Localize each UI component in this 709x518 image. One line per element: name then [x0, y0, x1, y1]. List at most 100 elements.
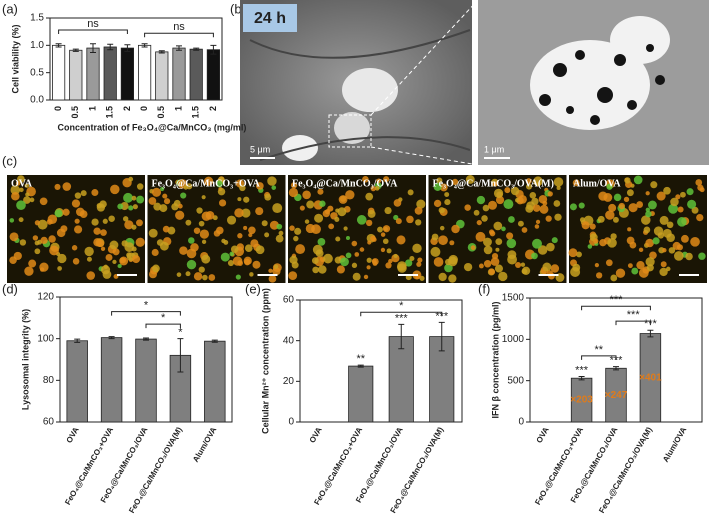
y-tick-label: 60	[283, 295, 295, 306]
bar	[206, 49, 220, 101]
cell	[532, 238, 542, 249]
cell	[521, 227, 528, 233]
cell	[124, 220, 134, 230]
cell	[579, 217, 585, 223]
cell	[687, 199, 697, 209]
cell	[482, 204, 490, 212]
cell	[656, 191, 666, 201]
cell	[28, 259, 37, 268]
cell	[504, 187, 511, 194]
cell	[409, 255, 415, 262]
cell	[407, 189, 414, 196]
cell	[322, 209, 330, 218]
cell	[448, 274, 457, 283]
cell	[475, 231, 486, 242]
cell	[37, 219, 48, 230]
cell	[123, 192, 133, 203]
x-tick-label: OVA	[308, 425, 324, 444]
error-bar	[143, 337, 149, 341]
bar	[66, 340, 88, 423]
cell	[252, 260, 261, 269]
cell	[498, 271, 508, 282]
cell	[171, 203, 179, 211]
cell	[351, 240, 358, 247]
cell	[323, 253, 333, 264]
cell	[529, 192, 537, 199]
cell	[241, 208, 251, 218]
cell	[493, 221, 503, 231]
y-tick-label: 1.0	[30, 40, 44, 51]
cell	[54, 209, 63, 218]
cell	[152, 264, 160, 273]
cell	[495, 195, 505, 205]
cell	[382, 225, 391, 233]
cell	[256, 182, 264, 190]
y-tick-label: 1.5	[30, 13, 44, 24]
panel-label: (c)	[2, 153, 17, 168]
cell	[388, 258, 393, 264]
fold-label: ×401	[639, 372, 662, 383]
cell	[334, 216, 340, 222]
x-tick-label: 1	[173, 106, 183, 111]
cell	[534, 224, 540, 229]
cell	[618, 202, 625, 210]
cell	[531, 252, 538, 260]
cell	[508, 216, 515, 223]
significance: *	[178, 327, 183, 339]
cell	[117, 203, 124, 210]
cell	[268, 268, 273, 273]
cell	[448, 254, 458, 265]
cell	[57, 266, 62, 271]
cell	[384, 207, 392, 215]
cell	[100, 265, 111, 275]
cell	[610, 274, 618, 282]
bracket	[615, 320, 651, 326]
cell	[159, 241, 169, 251]
cell	[438, 235, 448, 246]
cell	[532, 204, 541, 212]
y-tick-label: 20	[283, 376, 295, 387]
cell	[180, 192, 187, 199]
cell	[62, 208, 70, 216]
error-bar	[578, 376, 585, 381]
comparison-label: ns	[173, 21, 185, 33]
x-tick-label: 2	[208, 106, 218, 111]
cell	[526, 183, 533, 190]
cell	[131, 224, 137, 230]
cell	[660, 261, 667, 268]
cell	[17, 175, 25, 184]
cell	[304, 219, 310, 224]
cell	[250, 239, 259, 248]
cell	[645, 191, 650, 196]
cell	[696, 213, 704, 222]
cell	[179, 246, 188, 255]
error-bar	[211, 339, 218, 343]
micrograph-label: Alum/OVA	[573, 178, 621, 189]
cell	[34, 220, 40, 226]
cell	[383, 176, 390, 183]
cell	[517, 220, 524, 227]
cell	[131, 246, 137, 252]
cell	[476, 195, 486, 205]
cell	[221, 238, 226, 244]
cell	[255, 245, 265, 255]
cell	[374, 185, 380, 191]
cell	[40, 236, 48, 245]
error-bar	[141, 43, 148, 48]
cell	[84, 246, 94, 257]
cell	[314, 213, 324, 223]
cell	[62, 182, 72, 191]
bar	[388, 336, 414, 423]
cell	[464, 204, 471, 211]
cell	[328, 223, 335, 230]
cell	[415, 219, 422, 226]
cell	[29, 197, 35, 203]
cell	[568, 248, 578, 258]
cell	[243, 256, 252, 265]
cell	[451, 178, 459, 186]
cell	[449, 240, 455, 246]
scale-label: 1 μm	[484, 144, 504, 154]
cell	[18, 217, 24, 223]
cell	[148, 270, 157, 279]
cell	[79, 210, 88, 219]
